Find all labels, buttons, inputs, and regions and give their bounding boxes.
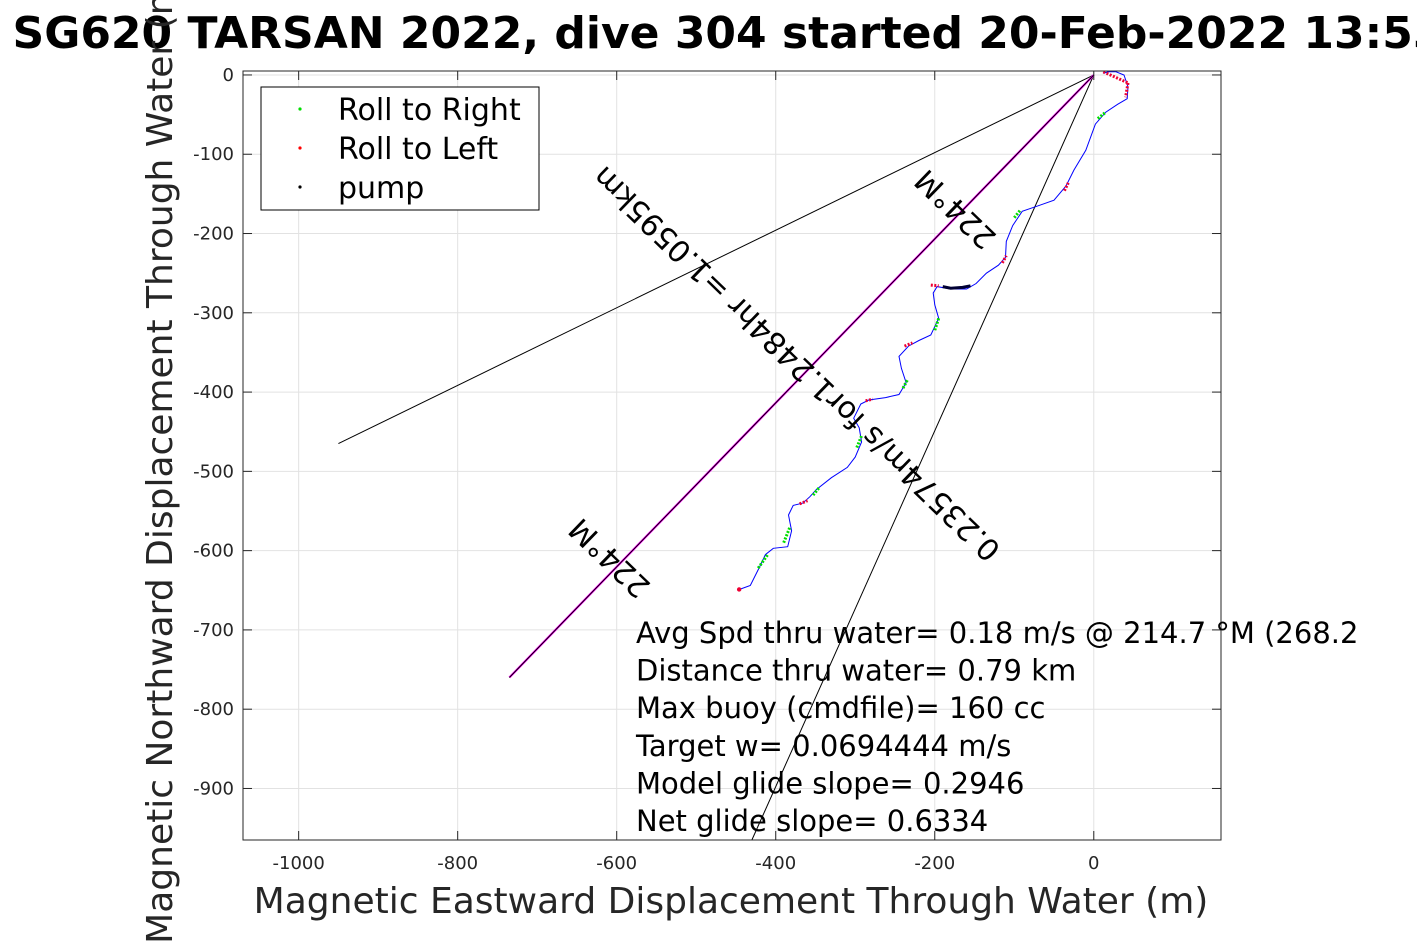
stat-line: Distance thru water= 0.79 km — [636, 654, 1076, 688]
legend-marker — [298, 107, 302, 111]
stat-line: Avg Spd thru water= 0.18 m/s @ 214.7 °M … — [636, 616, 1358, 650]
y-tick-label: -800 — [193, 699, 234, 720]
roll-right-segment — [901, 378, 910, 389]
reference-line — [751, 74, 1095, 840]
roll-left-segment — [1063, 182, 1070, 192]
legend-label: pump — [338, 171, 424, 206]
y-tick-label: -900 — [193, 778, 234, 799]
roll-left-segment — [1000, 254, 1008, 264]
stat-line: Model glide slope= 0.2946 — [636, 766, 1024, 800]
x-axis-label: Magnetic Eastward Displacement Through W… — [254, 881, 1209, 922]
y-tick-label: -200 — [193, 224, 234, 245]
x-tick-label: -400 — [755, 853, 796, 874]
roll-right-segment — [811, 486, 821, 497]
legend-marker — [298, 146, 302, 150]
stat-line: Net glide slope= 0.6334 — [636, 804, 988, 838]
y-tick-label: -600 — [193, 541, 234, 562]
roll-right-segment — [756, 553, 770, 569]
roll-left-segment — [799, 499, 809, 506]
axis-ticks: -1000 -800 -600 -400 -200 0 0 -100 -200 -300 -400 -… — [193, 65, 1221, 874]
legend: Roll to Right Roll to Left pump — [260, 86, 540, 211]
pump-segment — [942, 284, 971, 290]
glider-track — [739, 71, 1129, 590]
stat-line: Target w= 0.0694444 m/s — [635, 729, 1011, 763]
x-tick-label: -800 — [437, 853, 478, 874]
axes-frame — [242, 70, 1222, 841]
y-tick-label: -700 — [193, 620, 234, 641]
roll-left-point — [736, 587, 742, 592]
x-tick-label: -600 — [596, 853, 637, 874]
legend-label: Roll to Left — [338, 132, 498, 167]
roll-left-segment — [1102, 71, 1129, 85]
stat-line: Max buoy (cmdfile)= 160 cc — [636, 691, 1045, 725]
roll-right-segment — [782, 526, 792, 544]
x-tick-label: -1000 — [273, 853, 325, 874]
reference-line — [338, 74, 1094, 445]
y-tick-label: -500 — [193, 461, 234, 482]
roll-left-segment — [930, 283, 939, 288]
x-tick-label: 0 — [1088, 853, 1099, 874]
y-tick-label: -400 — [193, 382, 234, 403]
y-axis-label: Magnetic Northward Displacement Through … — [140, 0, 181, 944]
y-tick-label: -300 — [193, 303, 234, 324]
roll-right-segment — [1096, 111, 1107, 120]
roll-left-segment — [903, 341, 914, 348]
reference-line — [509, 74, 1095, 678]
y-tick-label: -100 — [193, 144, 234, 165]
roll-right-segment — [855, 435, 863, 449]
roll-left-segment — [1124, 82, 1130, 98]
roll-right-segment — [1013, 208, 1022, 219]
stats-block: Avg Spd thru water= 0.18 m/s @ 214.7 °M … — [635, 616, 1358, 838]
x-tick-label: -200 — [914, 853, 955, 874]
y-tick-label: 0 — [223, 65, 234, 86]
legend-marker — [298, 185, 302, 189]
roll-left-segment — [865, 397, 874, 403]
chart-title: SG620 TARSAN 2022, dive 304 started 20-F… — [13, 8, 1417, 59]
legend-label: Roll to Right — [338, 93, 521, 128]
legend-box — [260, 86, 540, 211]
